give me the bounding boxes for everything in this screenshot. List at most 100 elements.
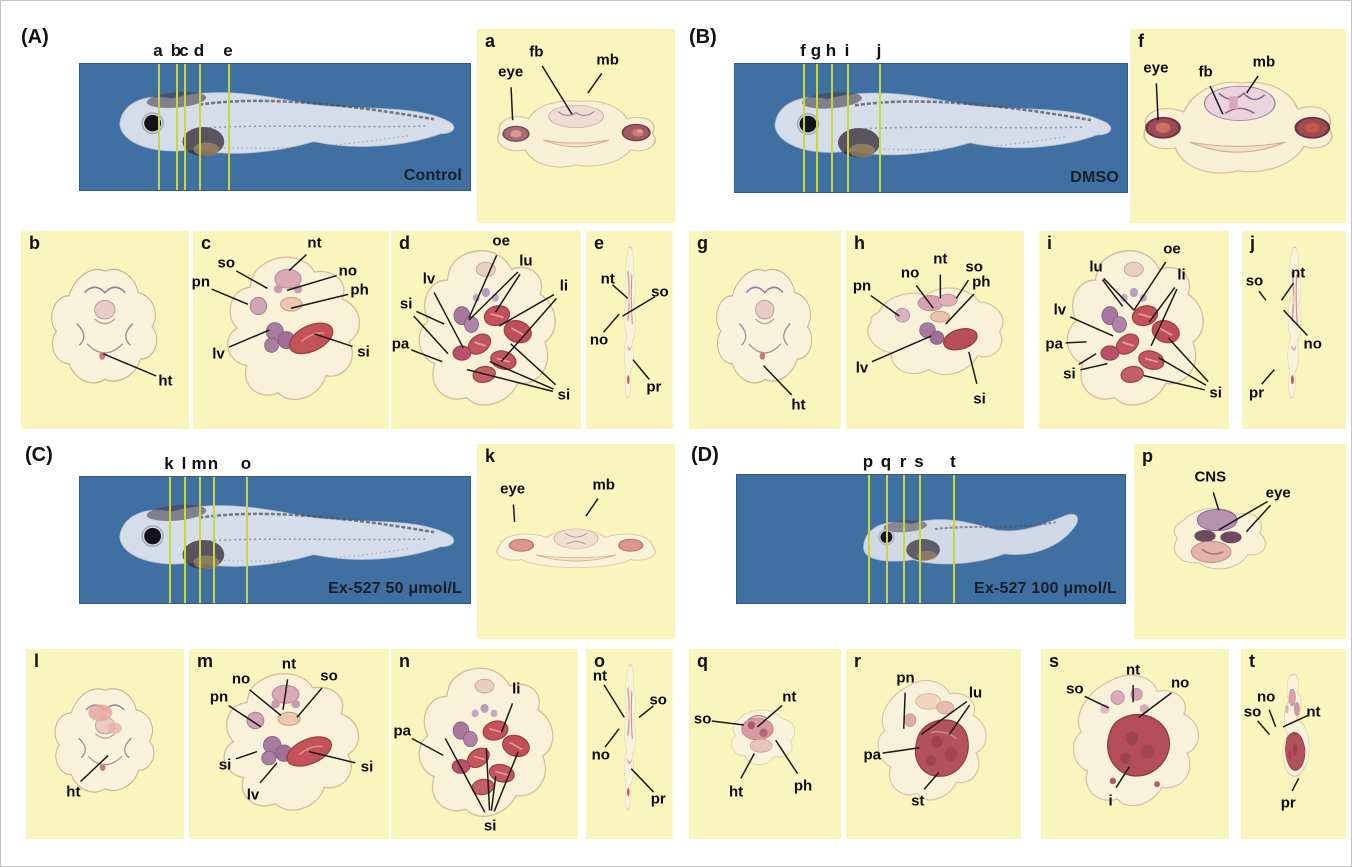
panel-tag-B: (B) <box>689 26 717 48</box>
section-line-p <box>868 475 870 603</box>
organ-label-eye: eye <box>1265 484 1291 502</box>
organ-label-so: so <box>1243 703 1262 721</box>
organ-label-mb: mb <box>1252 53 1276 71</box>
section-line-e <box>228 64 230 190</box>
section-line-letter-m: m <box>191 454 207 473</box>
annotation-lines-f <box>1130 29 1346 223</box>
organ-label-so: so <box>693 710 712 728</box>
organ-label-no: no <box>1170 674 1190 692</box>
organ-label-CNS: CNS <box>1194 468 1227 486</box>
larva-image-D <box>863 513 1079 565</box>
section-letter-a: a <box>485 31 496 51</box>
panel-tag-D: (D) <box>691 444 719 466</box>
organ-label-ht: ht <box>791 396 806 414</box>
section-letter-n: n <box>399 651 410 671</box>
organ-label-nt: nt <box>933 250 948 268</box>
annotation-lines-h <box>846 231 1024 429</box>
section-line-letter-l: l <box>181 454 187 473</box>
section-line-letter-o: o <box>240 454 252 473</box>
section-line-s <box>919 475 921 603</box>
organ-label-si: si <box>973 390 986 408</box>
section-letter-p: p <box>1142 446 1153 466</box>
section-line-letter-n: n <box>207 454 219 473</box>
organ-label-lv: lv <box>855 359 869 377</box>
organ-label-nt: nt <box>1291 264 1306 282</box>
section-letter-f: f <box>1138 31 1144 51</box>
organ-label-si: si <box>357 343 370 361</box>
tissue-section-s <box>1072 674 1200 807</box>
section-line-o <box>246 477 248 603</box>
section-panel-b: ht b <box>21 231 189 429</box>
treatment-label-A: Control <box>403 167 462 184</box>
organ-label-ht: ht <box>66 783 81 800</box>
organ-label-so: so <box>1066 680 1084 698</box>
annotation-lines-s <box>1041 649 1229 839</box>
organ-label-fb: fb <box>529 43 544 61</box>
section-line-l <box>184 477 186 603</box>
annotation-lines-b <box>21 231 189 429</box>
section-line-letter-d: d <box>193 41 205 60</box>
section-line-letter-h: h <box>825 41 837 60</box>
organ-label-no: no <box>591 746 610 764</box>
section-line-letter-t: t <box>950 452 956 471</box>
section-line-letter-b: b <box>170 41 182 60</box>
organ-label-so: so <box>965 258 983 276</box>
larva-image-C <box>119 504 455 570</box>
section-line-a <box>158 64 160 190</box>
section-panel-h: pn no nt so ph lv si h <box>846 231 1024 429</box>
tissue-section-i <box>1066 249 1205 406</box>
section-line-letter-p: p <box>862 452 874 471</box>
organ-label-eye: eye <box>498 63 524 81</box>
section-line-i <box>847 64 849 192</box>
organ-label-si: si <box>483 817 497 835</box>
treatment-label-C: Ex-527 50 μmol/L <box>328 580 462 597</box>
organ-label-eye: eye <box>500 480 526 498</box>
section-panel-f: eye fb mb f <box>1130 29 1346 223</box>
organ-label-nt: nt <box>782 688 797 705</box>
organ-label-li: li <box>559 277 569 295</box>
tissue-section-o <box>624 663 636 810</box>
organ-label-pr: pr <box>1280 794 1296 812</box>
organ-label-so: so <box>320 667 338 685</box>
section-line-letter-q: q <box>880 452 892 471</box>
tissue-section-k <box>496 528 656 568</box>
organ-label-so: so <box>651 283 669 301</box>
organ-label-pr: pr <box>650 790 666 808</box>
tissue-section-b <box>51 268 158 384</box>
organ-label-nt: nt <box>1126 661 1141 679</box>
organ-label-mb: mb <box>596 51 619 69</box>
organ-label-oe: oe <box>492 232 510 250</box>
section-line-letter-c: c <box>179 41 189 60</box>
organ-label-pa: pa <box>391 335 410 353</box>
section-letter-r: r <box>854 651 862 671</box>
organ-label-si: si <box>399 295 413 313</box>
organ-label-so: so <box>649 691 667 709</box>
annotation-lines-k <box>477 444 675 639</box>
organ-label-ph: ph <box>350 281 369 299</box>
organ-label-pn: pn <box>896 669 915 686</box>
tissue-section-g <box>716 268 813 384</box>
annotation-lines-i <box>1039 231 1229 429</box>
organ-label-pa: pa <box>1045 335 1063 353</box>
annotation-lines-c <box>193 231 389 429</box>
annotation-lines-p <box>1134 444 1346 639</box>
section-panel-p: CNS eye p <box>1134 444 1346 639</box>
organ-label-oe: oe <box>1163 240 1181 258</box>
section-line-letter-g: g <box>810 41 822 60</box>
section-panel-l: ht l <box>26 649 184 839</box>
section-letter-e: e <box>594 233 605 253</box>
section-line-g <box>816 64 818 192</box>
organ-label-nt: nt <box>307 234 322 252</box>
section-letter-t: t <box>1249 651 1255 671</box>
organ-label-no: no <box>900 264 920 282</box>
organ-label-lv: lv <box>422 270 436 288</box>
organ-label-no: no <box>1257 688 1276 705</box>
organ-label-lu: lu <box>968 684 983 702</box>
tissue-section-e <box>624 246 636 399</box>
annotation-lines-o <box>586 649 673 839</box>
organ-label-si: si <box>218 756 232 774</box>
organ-label-ph: ph <box>793 777 813 795</box>
tissue-section-d <box>418 249 557 406</box>
organ-label-si: si <box>557 386 571 404</box>
